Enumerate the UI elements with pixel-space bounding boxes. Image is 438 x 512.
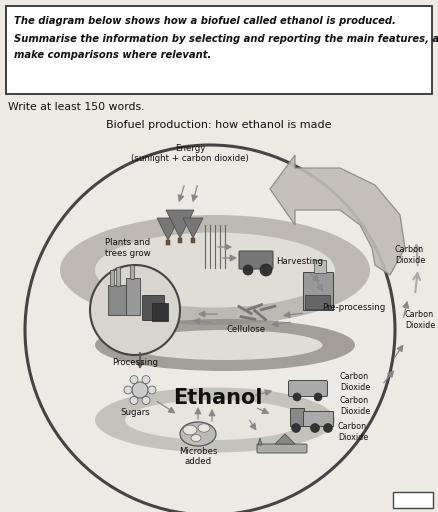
Text: make comparisons where relevant.: make comparisons where relevant. — [14, 50, 211, 60]
Circle shape — [292, 393, 300, 401]
Circle shape — [148, 386, 155, 394]
Circle shape — [313, 393, 321, 401]
Circle shape — [130, 376, 138, 383]
Text: Cellulose: Cellulose — [226, 325, 265, 334]
Text: Carbon
Dioxide: Carbon Dioxide — [337, 422, 367, 442]
FancyBboxPatch shape — [191, 238, 194, 243]
Text: ielt: ielt — [52, 228, 210, 311]
Ellipse shape — [191, 435, 201, 441]
Text: s: s — [279, 251, 339, 349]
Circle shape — [259, 264, 272, 276]
Text: Carbon
Dioxide: Carbon Dioxide — [404, 310, 434, 330]
FancyBboxPatch shape — [166, 240, 170, 245]
Polygon shape — [269, 155, 404, 275]
Text: Biofuel production: how ethanol is made: Biofuel production: how ethanol is made — [106, 120, 331, 130]
Text: Energy
(sunlight + carbon dioxide): Energy (sunlight + carbon dioxide) — [131, 143, 248, 163]
Ellipse shape — [95, 232, 334, 308]
Circle shape — [291, 423, 300, 433]
FancyBboxPatch shape — [313, 260, 325, 273]
FancyBboxPatch shape — [110, 270, 114, 286]
FancyBboxPatch shape — [141, 295, 164, 320]
Ellipse shape — [183, 425, 197, 435]
Ellipse shape — [127, 330, 322, 360]
Text: Carbon
Dioxide: Carbon Dioxide — [339, 372, 369, 392]
Ellipse shape — [198, 424, 209, 432]
Polygon shape — [258, 438, 261, 445]
Text: Carbon
Dioxide: Carbon Dioxide — [394, 245, 424, 265]
Polygon shape — [274, 434, 294, 444]
Text: Harvesting: Harvesting — [276, 258, 322, 267]
Circle shape — [130, 396, 138, 404]
FancyBboxPatch shape — [177, 238, 182, 243]
Circle shape — [243, 265, 252, 275]
Ellipse shape — [125, 400, 304, 440]
Text: Pre-processing: Pre-processing — [321, 303, 385, 312]
Polygon shape — [166, 210, 194, 238]
Circle shape — [141, 396, 150, 404]
Text: Sugars: Sugars — [120, 408, 149, 417]
Circle shape — [310, 423, 319, 433]
Circle shape — [124, 386, 132, 394]
FancyBboxPatch shape — [392, 492, 432, 508]
FancyBboxPatch shape — [126, 278, 140, 315]
FancyBboxPatch shape — [6, 6, 431, 94]
FancyBboxPatch shape — [302, 272, 332, 310]
FancyBboxPatch shape — [304, 295, 329, 309]
Ellipse shape — [25, 145, 394, 512]
Text: Microbes
added: Microbes added — [178, 447, 217, 466]
FancyBboxPatch shape — [288, 380, 327, 396]
FancyBboxPatch shape — [130, 265, 134, 279]
Polygon shape — [157, 218, 179, 240]
Text: Plants and
trees grow: Plants and trees grow — [105, 238, 151, 258]
Circle shape — [90, 265, 180, 355]
FancyBboxPatch shape — [152, 303, 168, 321]
Text: The diagram below shows how a biofuel called ethanol is produced.: The diagram below shows how a biofuel ca… — [14, 16, 395, 26]
Circle shape — [141, 376, 150, 383]
FancyBboxPatch shape — [290, 408, 303, 426]
FancyBboxPatch shape — [256, 444, 306, 453]
Text: Write at least 150 words.: Write at least 150 words. — [8, 102, 144, 112]
FancyBboxPatch shape — [302, 411, 332, 426]
Ellipse shape — [95, 319, 354, 371]
FancyBboxPatch shape — [238, 251, 272, 269]
Ellipse shape — [60, 215, 369, 325]
Polygon shape — [183, 218, 202, 238]
FancyBboxPatch shape — [116, 267, 120, 286]
Text: Carbon
Dioxide: Carbon Dioxide — [339, 396, 369, 416]
Text: Summarise the information by selecting and reporting the main features, and: Summarise the information by selecting a… — [14, 34, 438, 44]
Text: Processing: Processing — [112, 358, 158, 367]
Circle shape — [323, 423, 332, 433]
Ellipse shape — [95, 388, 334, 453]
Circle shape — [132, 382, 148, 398]
Text: Ethanol: Ethanol — [173, 388, 262, 408]
FancyBboxPatch shape — [108, 285, 126, 315]
Ellipse shape — [180, 422, 215, 446]
